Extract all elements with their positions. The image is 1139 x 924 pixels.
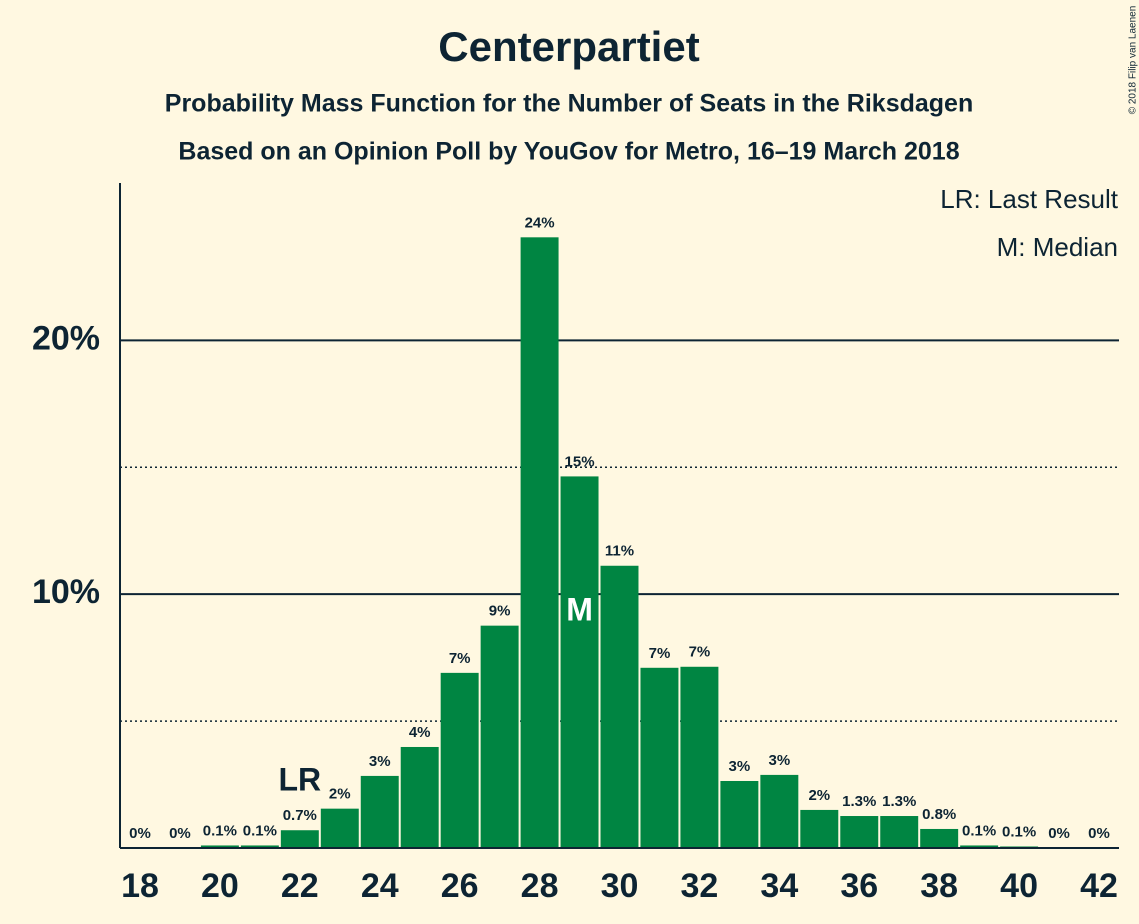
bar [240,845,279,848]
value-label: 0.1% [1002,823,1036,840]
value-label: 9% [489,603,511,620]
x-tick-label: 26 [441,867,479,905]
value-label: 7% [449,650,471,667]
bar [720,780,759,848]
bar [640,667,679,848]
value-label: 3% [729,758,751,775]
value-label: 0% [129,825,151,842]
x-tick-label: 38 [920,867,958,905]
legend-entry: M: Median [997,232,1118,262]
x-tick-label: 18 [121,867,159,905]
x-tick-label: 24 [361,867,399,905]
value-label: 3% [768,752,790,769]
x-tick-label: 22 [281,867,319,905]
bar [760,774,799,848]
x-tick-label: 32 [681,867,719,905]
x-tick-label: 28 [521,867,559,905]
bar [840,816,879,848]
x-tick-label: 34 [760,867,798,905]
bar [280,830,319,848]
bar [800,809,839,848]
x-tick-label: 20 [201,867,239,905]
value-label: 7% [689,644,711,661]
bar [680,666,719,848]
value-label: 2% [329,786,351,803]
value-label: 0% [169,825,191,842]
bar [480,625,519,848]
value-label: 15% [565,453,595,470]
bar [400,746,439,848]
value-label: 0.8% [922,806,956,823]
bar [200,845,239,848]
bar [600,565,639,848]
y-tick-label: 10% [32,573,100,611]
value-label: 0.7% [283,807,317,824]
bar [920,828,959,848]
y-tick-label: 20% [32,319,100,357]
copyright: © 2018 Filip van Laenen [1128,6,1139,115]
value-label: 24% [525,214,555,231]
chart-title: Centerpartiet [438,23,699,70]
bar [360,775,399,848]
value-label: 7% [649,645,671,662]
value-label: 2% [808,787,830,804]
value-label: 0.1% [962,822,996,839]
x-tick-label: 30 [601,867,639,905]
bar [560,476,599,848]
value-label: 1.3% [842,793,876,810]
chart-subtitle: Probability Mass Function for the Number… [165,90,973,118]
value-label: 0% [1048,825,1070,842]
value-label: 0% [1088,825,1110,842]
value-label: 0.1% [203,822,237,839]
bar [320,808,359,848]
bar [960,845,999,848]
median-marker: M [566,592,593,628]
x-tick-label: 40 [1000,867,1038,905]
legend-entry: LR: Last Result [940,184,1119,214]
last-result-marker: LR [278,762,321,798]
bar [880,816,919,848]
bar [520,237,559,849]
value-label: 4% [409,724,431,741]
value-label: 0.1% [243,822,277,839]
x-tick-label: 36 [840,867,878,905]
bar [440,672,479,848]
chart-subtitle: Based on an Opinion Poll by YouGov for M… [178,138,959,166]
value-label: 11% [605,543,634,560]
x-tick-label: 42 [1080,867,1118,905]
value-label: 3% [369,753,391,770]
value-label: 1.3% [882,793,916,810]
